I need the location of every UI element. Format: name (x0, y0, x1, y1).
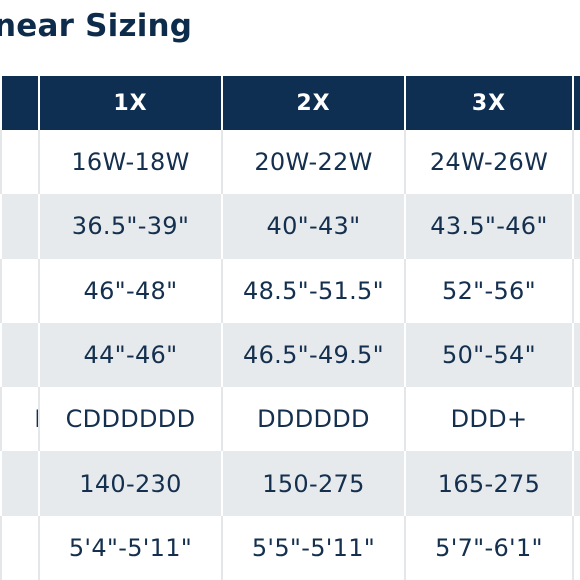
table-cell (572, 387, 580, 452)
table-cell: 20W-22W (221, 130, 406, 195)
table-row: " 46"-48" 48.5"-51.5" 52"-56" (0, 258, 580, 323)
table-cell (0, 194, 40, 259)
table-cell: 52"-56" (404, 258, 574, 323)
table-cell (572, 194, 580, 259)
table-cell: 16W-18W (38, 130, 223, 195)
page-title: near Sizing (0, 8, 193, 44)
table-cell: 46"-48" (38, 258, 223, 323)
table-cell: 5'4"-5'11" (38, 515, 223, 580)
header-row: 1X 2X 3X (0, 76, 580, 130)
column-header (0, 76, 40, 130)
column-header-2x: 2X (221, 76, 406, 130)
column-header-1x: 1X (38, 76, 223, 130)
table-cell (0, 322, 40, 388)
table-row: 5'4"-5'11" 5'5"-5'11" 5'7"-6'1" (0, 515, 580, 580)
table-cell (572, 258, 580, 323)
table-cell: 46.5"-49.5" (221, 322, 406, 388)
table-cell: CDDDDDD (38, 387, 223, 452)
table-cell: 48.5"-51.5" (221, 258, 406, 323)
table-cell: 44"-46" (38, 322, 223, 388)
table-cell (572, 515, 580, 580)
table-cell (0, 130, 40, 195)
table-row: 140-230 150-275 165-275 (0, 451, 580, 516)
table-cell: 165-275 (404, 451, 574, 516)
table-cell: 36.5"-39" (38, 194, 223, 259)
table-cell: DDD+ (404, 387, 574, 452)
size-chart-table: 1X 2X 3X 16W-18W 20W-22W 24W-26W 36.5"-3… (0, 76, 580, 580)
table-cell (572, 451, 580, 516)
table-cell: " (0, 258, 40, 323)
table-cell: 5'7"-6'1" (404, 515, 574, 580)
table-cell (0, 515, 40, 580)
table-cell: 5'5"-5'11" (221, 515, 406, 580)
table-cell: 150-275 (221, 451, 406, 516)
table-cell (0, 451, 40, 516)
table-cell: 24W-26W (404, 130, 574, 195)
table-cell: D (0, 387, 40, 452)
table-cell: 40"-43" (221, 194, 406, 259)
table-cell (572, 130, 580, 195)
table-cell: 140-230 (38, 451, 223, 516)
table-row: 16W-18W 20W-22W 24W-26W (0, 130, 580, 195)
table-row: D CDDDDDD DDDDDD DDD+ (0, 387, 580, 452)
table-cell: 50"-54" (404, 322, 574, 388)
table-cell (572, 322, 580, 388)
table-row: 44"-46" 46.5"-49.5" 50"-54" (0, 322, 580, 388)
column-header-3x: 3X (404, 76, 574, 130)
table-cell: 43.5"-46" (404, 194, 574, 259)
column-header (572, 76, 580, 130)
table-cell: DDDDDD (221, 387, 406, 452)
table-row: 36.5"-39" 40"-43" 43.5"-46" (0, 194, 580, 259)
